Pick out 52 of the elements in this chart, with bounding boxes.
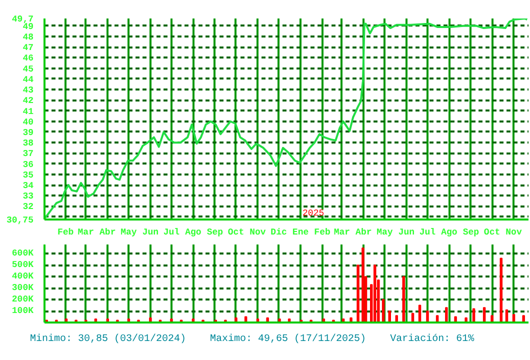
x-tick-label: Jul: [419, 228, 436, 238]
y-tick-label: 48: [22, 32, 34, 43]
y-tick-label: 400K: [12, 272, 34, 282]
x-tick-label: Jun: [142, 228, 159, 238]
x-tick-label: May: [376, 228, 394, 238]
y-tick-label: 35: [22, 170, 34, 180]
x-tick-label: Abr: [100, 228, 116, 238]
x-tick-label: Jun: [398, 228, 415, 238]
y-tick-label: 49,7: [12, 14, 34, 24]
y-tick-label: 200K: [12, 294, 34, 305]
x-tick-label: Nov: [506, 228, 522, 238]
y-tick-label: 34: [22, 181, 34, 192]
x-tick-label: Jul: [163, 228, 180, 238]
text: Variación: 61%: [390, 334, 474, 345]
y-tick-label: 41: [22, 106, 34, 117]
y-tick-label: 500K: [12, 260, 34, 270]
y-tick-label: 36: [22, 160, 34, 170]
x-tick-label: Ago: [441, 228, 458, 238]
y-tick-label: 43: [22, 86, 34, 96]
y-tick-label: 38: [22, 138, 34, 149]
x-tick-label: Ene: [292, 228, 309, 238]
x-tick-label: Dic: [270, 228, 287, 238]
y-tick-label: 49: [22, 22, 34, 32]
y-tick-label: 42: [22, 96, 34, 106]
x-tick-label: Nov: [250, 228, 266, 238]
x-tick-label: Sep: [462, 228, 480, 238]
y-tick-label: 47: [22, 43, 34, 54]
x-tick-label: May: [120, 228, 138, 238]
y-tick-label: 37: [22, 149, 34, 160]
y-tick-label: 40: [22, 117, 34, 128]
x-tick-label: Oct: [228, 228, 244, 238]
line-series: [44, 18, 528, 219]
x-tick-label: Feb: [57, 228, 74, 238]
y-tick-label: 32: [22, 202, 34, 212]
y-tick-label: 39: [22, 128, 34, 138]
text: Minimo: 30,85 (03/01/2024): [30, 334, 186, 345]
x-tick-label: Abr: [356, 228, 372, 238]
x-tick-label: Mar: [334, 228, 350, 238]
y-tick-label: 46: [22, 54, 34, 64]
y-tick-label: 44: [22, 74, 34, 85]
x-tick-label: Oct: [484, 228, 500, 238]
x-tick-label: Mar: [78, 228, 94, 238]
x-tick-label: Sep: [206, 228, 224, 238]
x-tick-label: Ago: [185, 228, 202, 238]
y-tick-label: 600K: [12, 248, 34, 259]
y-tick-label: 45: [22, 64, 34, 74]
y-tick-label: 100K: [12, 306, 34, 316]
y-tick-label: 30,75: [6, 216, 34, 226]
x-tick-label: Feb: [314, 228, 330, 238]
text: Maximo: 49,65 (17/11/2025): [210, 334, 366, 345]
y-tick-label: 33: [22, 192, 34, 202]
y-tick-label: 300K: [12, 283, 34, 294]
